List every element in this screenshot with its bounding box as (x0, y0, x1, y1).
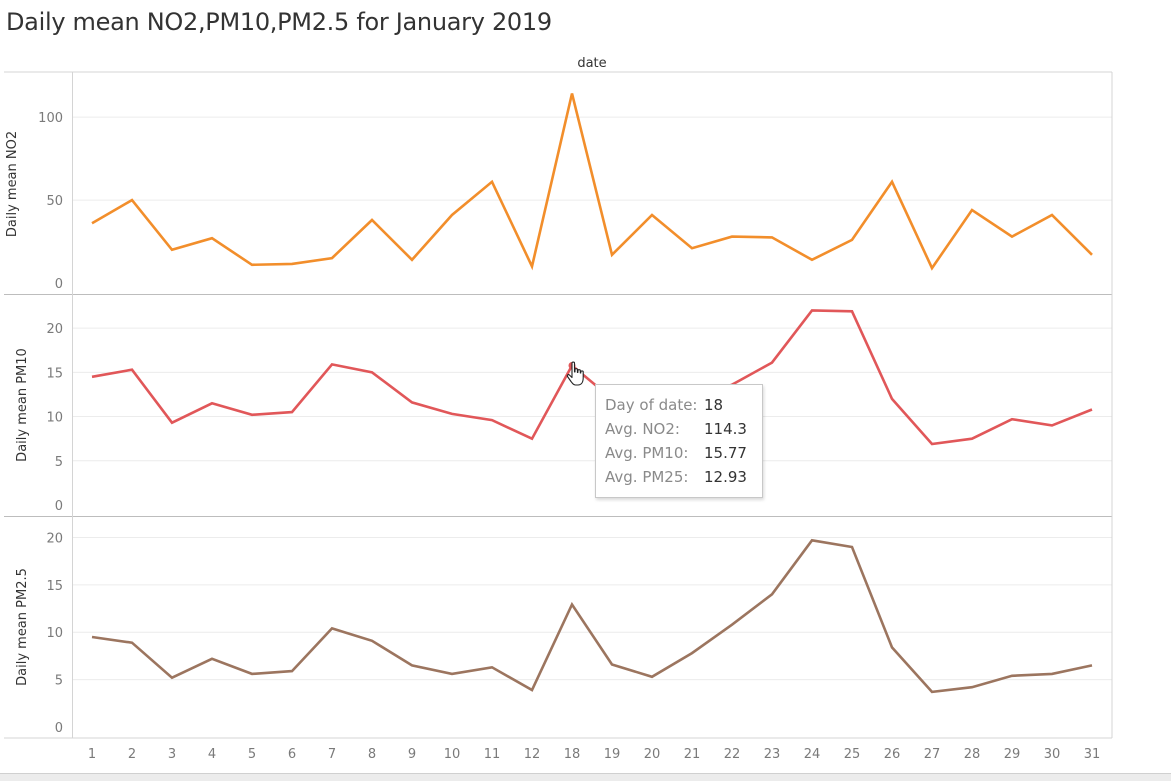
tooltip-label: Day of date: (605, 396, 698, 414)
y-tick-label: 20 (46, 322, 63, 337)
y-tick-label: 15 (46, 579, 63, 594)
tooltip: Day of date: 18 Avg. NO2: 114.3 Avg. PM1… (595, 384, 763, 498)
x-tick-label: 25 (844, 747, 861, 762)
x-tick-label: 26 (884, 747, 901, 762)
tooltip-label: Avg. PM25: (605, 468, 689, 486)
x-tick-label: 20 (644, 747, 661, 762)
x-tick-label: 30 (1044, 747, 1061, 762)
x-tick-label: 28 (964, 747, 981, 762)
tooltip-label: Avg. NO2: (605, 420, 680, 438)
tooltip-row-pm10: Avg. PM10: 15.77 (605, 444, 747, 468)
tooltip-row-no2: Avg. NO2: 114.3 (605, 420, 747, 444)
y-tick-label: 15 (46, 366, 63, 381)
x-tick-label: 7 (328, 747, 336, 762)
y-axis-label: Daily mean PM10 (15, 348, 30, 462)
x-tick-label: 3 (168, 747, 176, 762)
y-tick-label: 0 (55, 499, 63, 514)
y-tick-label: 100 (38, 111, 63, 126)
x-tick-label: 5 (248, 747, 256, 762)
x-tick-label: 27 (924, 747, 941, 762)
x-tick-label: 10 (444, 747, 461, 762)
tooltip-label: Avg. PM10: (605, 444, 689, 462)
y-tick-label: 0 (55, 277, 63, 292)
y-tick-label: 50 (46, 194, 63, 209)
x-tick-label: 6 (288, 747, 296, 762)
x-tick-label: 1 (88, 747, 96, 762)
series-line (91, 538, 1093, 694)
chart-title: Daily mean NO2,PM10,PM2.5 for January 20… (6, 8, 552, 36)
x-tick-label: 11 (484, 747, 501, 762)
x-tick-label: 21 (684, 747, 701, 762)
y-axis-label: Daily mean PM2.5 (15, 568, 30, 686)
series-line (91, 93, 1093, 271)
x-tick-label: 31 (1084, 747, 1101, 762)
hand-pointer-icon (566, 361, 584, 386)
x-tick-label: 9 (408, 747, 416, 762)
x-tick-label: 18 (564, 747, 581, 762)
x-tick-label: 8 (368, 747, 376, 762)
x-tick-label: 23 (764, 747, 781, 762)
tooltip-value: 114.3 (704, 420, 747, 438)
tooltip-value: 15.77 (704, 444, 747, 462)
y-tick-label: 5 (55, 674, 63, 689)
x-tick-label: 2 (128, 747, 136, 762)
y-tick-label: 20 (46, 531, 63, 546)
y-tick-label: 5 (55, 455, 63, 470)
x-tick-label: 4 (208, 747, 216, 762)
tooltip-value: 12.93 (704, 468, 747, 486)
tooltip-row-pm25: Avg. PM25: 12.93 (605, 468, 747, 492)
x-tick-label: 12 (524, 747, 541, 762)
series-line (91, 309, 1093, 446)
x-tick-label: 22 (724, 747, 741, 762)
x-tick-label: 24 (804, 747, 821, 762)
y-tick-label: 0 (55, 721, 63, 736)
y-axis-label: Daily mean NO2 (5, 131, 20, 237)
y-tick-label: 10 (46, 626, 63, 641)
y-tick-label: 10 (46, 411, 63, 426)
bottom-scrollbar[interactable] (0, 773, 1171, 781)
column-header: date (577, 56, 606, 71)
tooltip-row-day: Day of date: 18 (605, 396, 723, 420)
tooltip-value: 18 (704, 396, 724, 414)
x-tick-label: 19 (604, 747, 621, 762)
x-tick-label: 29 (1004, 747, 1021, 762)
